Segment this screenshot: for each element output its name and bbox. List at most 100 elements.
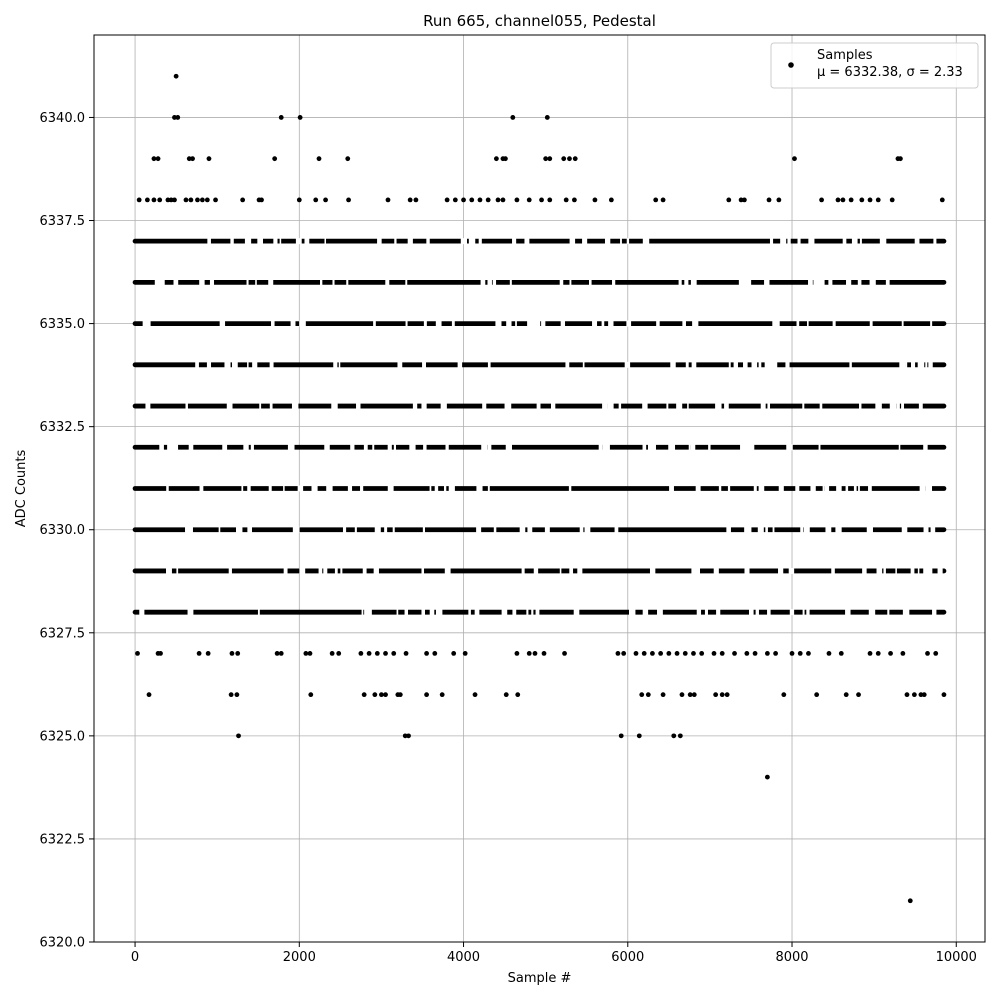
sample-point	[183, 197, 189, 203]
band-gap	[757, 526, 764, 533]
band-gap	[803, 526, 810, 533]
band-gap	[769, 238, 774, 245]
band-gap	[356, 403, 361, 410]
band-gap	[255, 279, 257, 286]
band-gap	[588, 279, 592, 286]
sample-point	[875, 197, 881, 203]
sample-point	[752, 651, 758, 656]
band-gap	[299, 320, 303, 327]
band-gap	[318, 567, 323, 574]
band-gap	[405, 320, 408, 327]
band-gap	[770, 361, 778, 368]
band-gap	[487, 361, 491, 368]
sample-point	[776, 197, 782, 203]
band-gap	[925, 361, 928, 368]
sample-point	[383, 692, 388, 698]
band-gap	[599, 444, 603, 451]
band-gap	[764, 279, 770, 286]
sample-point	[493, 156, 499, 162]
sample-point	[792, 156, 797, 162]
band-gap	[819, 403, 823, 410]
band-gap	[457, 361, 463, 368]
band-gap	[474, 609, 480, 616]
sample-point	[925, 651, 930, 656]
sample-point	[199, 197, 205, 203]
band-gap	[412, 403, 418, 410]
y-tick-label: 6335.0	[40, 317, 86, 332]
band-gap	[602, 403, 608, 410]
band-gap	[257, 609, 260, 616]
band-gap	[818, 444, 821, 451]
band-gap	[845, 609, 849, 616]
band-gap	[320, 279, 323, 286]
band-gap	[283, 485, 285, 492]
band-gap	[876, 567, 883, 574]
band-gap	[584, 526, 591, 533]
band-gap	[851, 238, 858, 245]
band-gap	[786, 444, 793, 451]
band-gap	[550, 403, 556, 410]
sample-point	[838, 651, 844, 656]
sample-point	[366, 651, 372, 656]
band-gap	[340, 567, 343, 574]
band-gap	[324, 444, 330, 451]
band-gap	[279, 238, 282, 245]
band-gap	[708, 444, 711, 451]
band-gap	[796, 320, 800, 327]
band-gap	[728, 361, 731, 368]
band-gap	[577, 567, 583, 574]
sample-point	[711, 651, 717, 656]
sample-point	[236, 733, 241, 739]
band-gap	[687, 403, 689, 410]
band-gap	[493, 526, 497, 533]
band-gap	[521, 567, 525, 574]
sample-point	[461, 197, 466, 203]
band-gap	[397, 361, 403, 368]
band-gap	[409, 444, 416, 451]
sample-point	[766, 197, 772, 203]
band-gap	[901, 403, 905, 410]
band-gap	[810, 485, 816, 492]
sample-point	[592, 197, 598, 203]
band-gap	[527, 320, 533, 327]
band-gap	[859, 238, 862, 245]
band-gap	[579, 526, 584, 533]
sample-point	[229, 651, 235, 656]
sample-point	[674, 651, 680, 656]
band-gap	[896, 403, 900, 410]
legend: Samples μ = 6332.38, σ = 2.33	[770, 42, 979, 89]
sample-point	[406, 733, 411, 739]
band-gap	[288, 444, 295, 451]
band-gap	[930, 526, 936, 533]
band-gap	[642, 238, 650, 245]
sample-point	[840, 197, 846, 203]
sample-point	[911, 692, 917, 698]
band-gap	[218, 526, 221, 533]
band-gap	[802, 609, 805, 616]
band-gap	[768, 361, 773, 368]
sample-point	[346, 197, 351, 203]
band-gap	[914, 238, 920, 245]
band-gap	[869, 279, 876, 286]
sample-point	[173, 73, 179, 79]
sample-point	[278, 651, 284, 656]
y-tick-label: 6327.5	[40, 626, 86, 641]
sample-point	[172, 197, 177, 203]
band-gap	[919, 485, 922, 492]
band-gap	[787, 238, 791, 245]
band-gap	[678, 279, 682, 286]
band-gap	[544, 526, 550, 533]
band-gap	[292, 403, 297, 410]
band-gap	[642, 609, 649, 616]
y-tick-label: 6330.0	[40, 523, 86, 538]
sample-point	[472, 692, 478, 698]
band-gap	[608, 403, 614, 410]
band-gap	[468, 238, 476, 245]
band-gap	[167, 444, 174, 451]
band-gap	[846, 279, 852, 286]
band-gap	[324, 238, 327, 245]
band-gap	[429, 485, 432, 492]
sample-point	[307, 651, 313, 656]
band-gap	[806, 609, 810, 616]
band-gap	[788, 567, 795, 574]
